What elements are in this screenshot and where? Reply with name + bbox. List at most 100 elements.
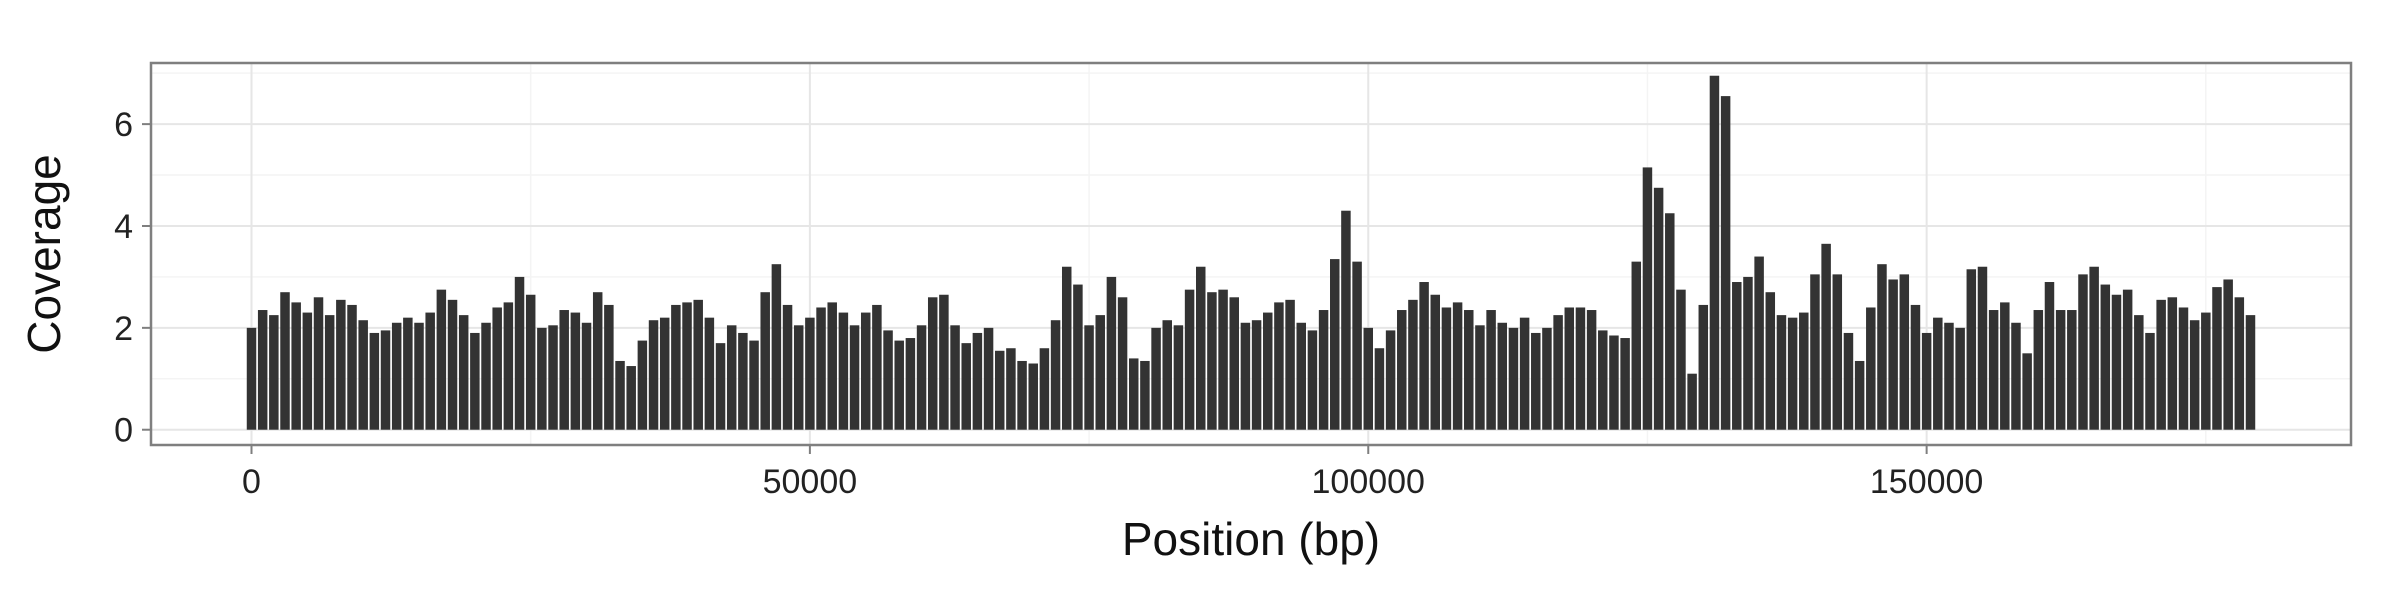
coverage-bar [246, 327, 257, 430]
coverage-bar [1888, 279, 1898, 430]
coverage-bar [1073, 284, 1083, 430]
coverage-bar [447, 299, 458, 430]
coverage-bar [1519, 317, 1530, 430]
coverage-bar [883, 330, 893, 430]
coverage-bar [715, 343, 726, 430]
coverage-bar [849, 325, 860, 430]
coverage-bar [2067, 310, 2077, 430]
coverage-bar [805, 317, 815, 430]
coverage-bar [693, 299, 703, 430]
coverage-bar [1653, 187, 1664, 430]
y-tick-label: 6 [114, 106, 133, 144]
coverage-bar [659, 317, 670, 430]
coverage-bar [1117, 297, 1128, 430]
coverage-bar [793, 325, 804, 430]
coverage-bar [2145, 332, 2155, 430]
y-tick-label: 2 [114, 310, 133, 348]
bars [246, 75, 2256, 430]
coverage-bar [916, 325, 927, 430]
coverage-bar [302, 312, 313, 430]
coverage-bar [994, 350, 1005, 430]
coverage-bar [1128, 358, 1139, 430]
coverage-bar [1352, 261, 1362, 430]
coverage-bar [1810, 274, 1820, 430]
coverage-bar [961, 343, 971, 430]
plot-panel-background [151, 63, 2351, 445]
coverage-bar [905, 338, 916, 430]
coverage-bar [581, 322, 592, 430]
coverage-bar [682, 302, 692, 430]
coverage-bar [1553, 315, 1563, 430]
coverage-bar [1921, 332, 1932, 430]
coverage-bar [559, 310, 569, 430]
coverage-bar [2011, 322, 2021, 430]
coverage-bar [358, 320, 368, 430]
coverage-bar [1843, 332, 1854, 430]
coverage-bar [1475, 325, 1485, 430]
coverage-bar [860, 312, 871, 430]
coverage-bar [369, 332, 380, 430]
coverage-bar [1162, 320, 1172, 430]
coverage-bar [2223, 279, 2233, 430]
coverage-bar [1039, 348, 1050, 430]
coverage-bar [2234, 297, 2245, 430]
coverage-bar [2022, 353, 2032, 430]
coverage-bar [1017, 360, 1027, 430]
coverage-bar [525, 294, 536, 430]
coverage-bar [1542, 327, 1552, 430]
coverage-bar [1184, 289, 1195, 430]
coverage-bar [1274, 302, 1284, 430]
coverage-bar [615, 360, 625, 430]
coverage-bar [1709, 75, 1720, 430]
coverage-bar [414, 322, 424, 430]
coverage-bar [2044, 282, 2055, 430]
coverage-bar [1050, 320, 1061, 430]
x-axis-title: Position (bp) [1122, 513, 1380, 565]
coverage-bar [1854, 360, 1865, 430]
coverage-bar [1318, 310, 1329, 430]
coverage-bar [2167, 297, 2178, 430]
coverage-bar [671, 304, 681, 430]
coverage-bar [2212, 287, 2222, 430]
coverage-bar [1408, 299, 1418, 430]
coverage-bar [1598, 330, 1608, 430]
coverage-bar [1385, 330, 1396, 430]
axis-tick-labels: 0 50000 100000 150000 0 2 4 6 [114, 106, 1983, 501]
coverage-bar [1151, 327, 1161, 430]
coverage-bar [458, 315, 469, 430]
coverage-bar [269, 315, 279, 430]
coverage-bar [726, 325, 737, 430]
coverage-bar [1609, 335, 1619, 430]
coverage-bar [782, 304, 793, 430]
coverage-bar [2178, 307, 2189, 430]
coverage-bar [1832, 274, 1843, 430]
coverage-bar [1307, 330, 1318, 430]
coverage-bar [1877, 264, 1887, 430]
coverage-bar [1106, 276, 1117, 430]
coverage-bar [1140, 360, 1150, 430]
coverage-bar [1196, 266, 1206, 430]
coverage-bar [1754, 256, 1764, 430]
coverage-bar [1743, 276, 1753, 430]
coverage-bar [1687, 373, 1697, 430]
coverage-bar [1776, 315, 1787, 430]
coverage-bar [1061, 266, 1072, 430]
coverage-bar [280, 292, 290, 430]
coverage-bar [2156, 299, 2166, 430]
coverage-bar [1676, 289, 1686, 430]
coverage-bar [827, 302, 837, 430]
coverage-bar [704, 317, 715, 430]
coverage-bar [1374, 348, 1385, 430]
coverage-bar [1899, 274, 1910, 430]
coverage-bar [391, 322, 402, 430]
coverage-bar [403, 317, 413, 430]
coverage-bar [2033, 310, 2044, 430]
coverage-bar [1263, 312, 1273, 430]
coverage-bar [1933, 317, 1943, 430]
coverage-bar [1251, 320, 1262, 430]
coverage-bar [760, 292, 770, 430]
coverage-bar [514, 276, 525, 430]
coverage-bar [537, 327, 547, 430]
coverage-bar [1095, 315, 1105, 430]
coverage-bar [1363, 327, 1374, 430]
